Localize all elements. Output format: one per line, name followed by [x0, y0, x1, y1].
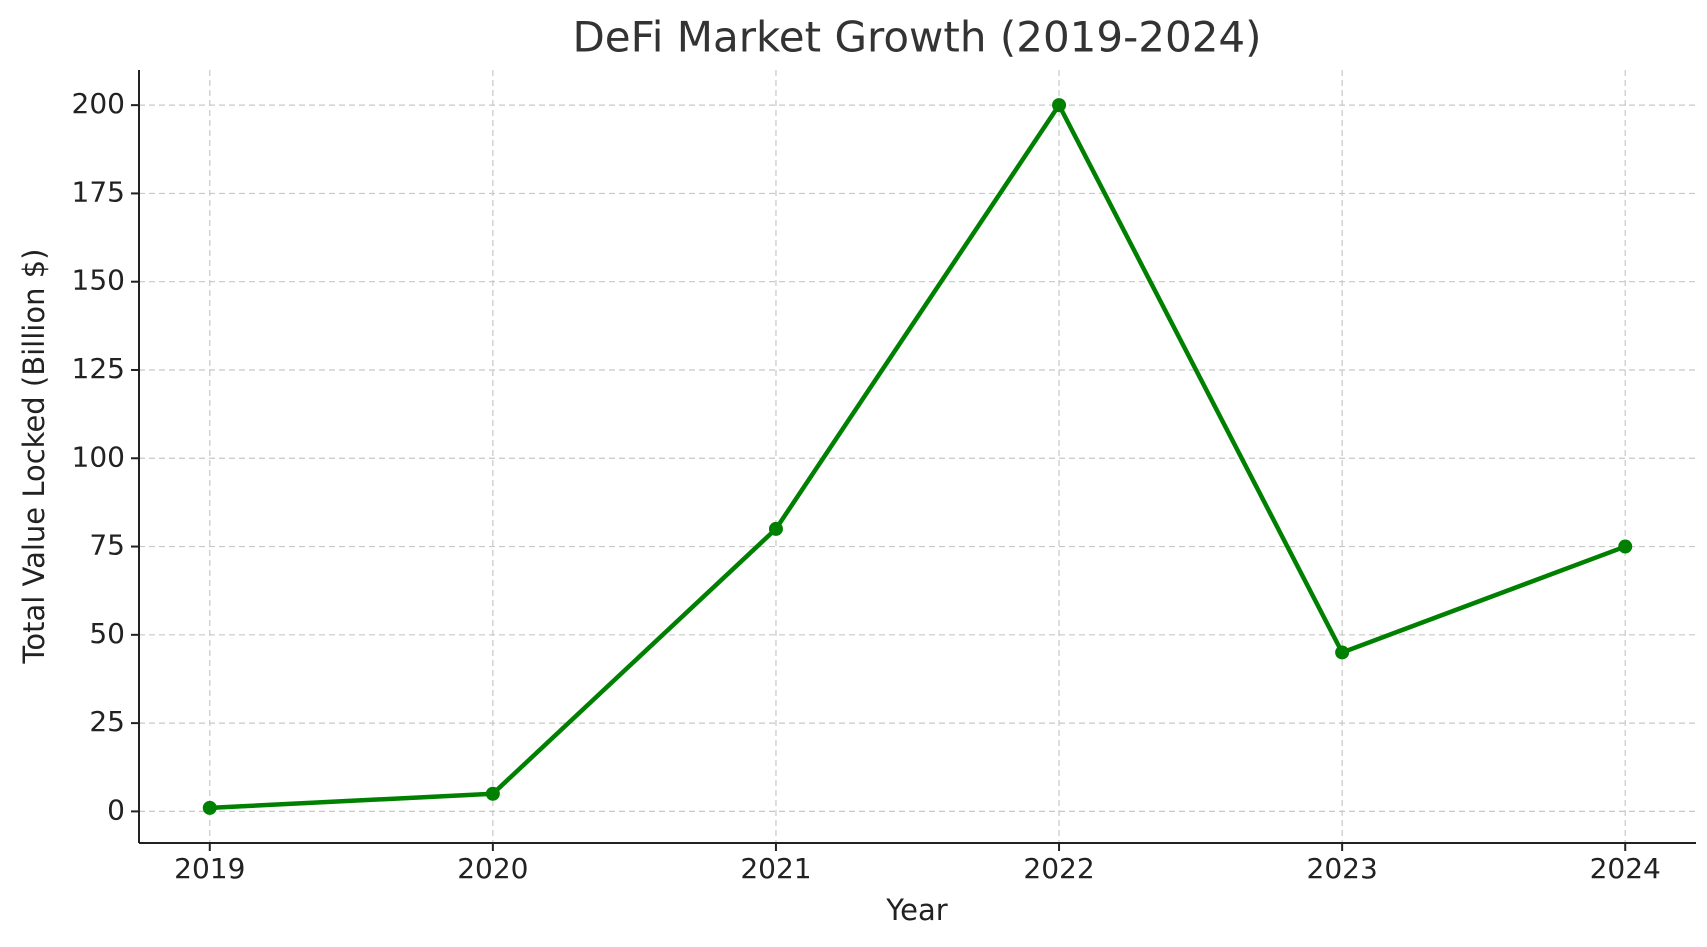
- x-tick-label: 2023: [1307, 852, 1378, 885]
- marker: [202, 800, 217, 815]
- x-tick-label: 2020: [457, 852, 528, 885]
- y-tick-label: 75: [89, 529, 125, 562]
- chart-title: DeFi Market Growth (2019-2024): [572, 13, 1261, 62]
- y-tick-label: 125: [72, 352, 125, 385]
- line: [209, 102, 1627, 811]
- y-tick-label: 200: [72, 87, 125, 120]
- marker: [485, 786, 500, 801]
- marker: [768, 521, 783, 536]
- x-tick-label: 2019: [174, 852, 245, 885]
- y-tick-label: 150: [72, 264, 125, 297]
- y-tick-label: 175: [72, 175, 125, 208]
- x-tick-label: 2024: [1590, 852, 1661, 885]
- marker: [1052, 98, 1067, 113]
- y-tick-label: 50: [89, 617, 125, 650]
- x-tick-label: 2022: [1023, 852, 1094, 885]
- y-tick-label: 100: [72, 440, 125, 473]
- y-axis-label: Total Value Locked (Billion $): [17, 249, 51, 665]
- y-tick-label: 25: [89, 705, 125, 738]
- marker: [1335, 645, 1350, 660]
- x-tick-label: 2021: [740, 852, 811, 885]
- marker: [1618, 539, 1633, 554]
- x-axis-label: Year: [885, 893, 947, 927]
- y-tick-label: 0: [107, 793, 125, 826]
